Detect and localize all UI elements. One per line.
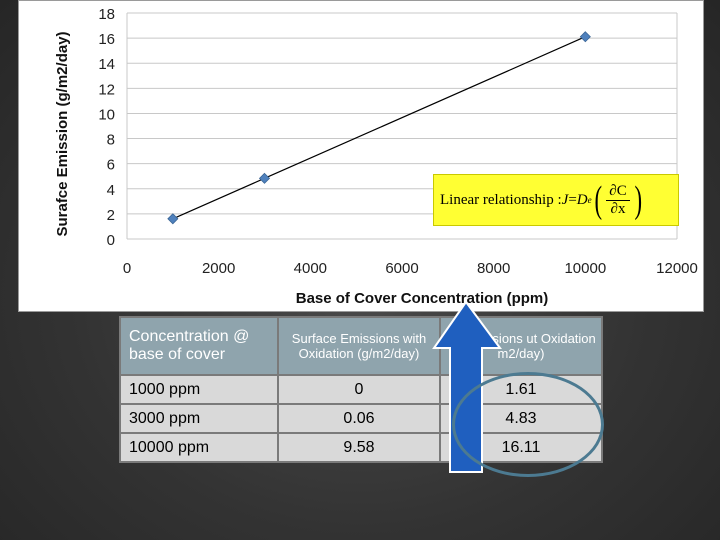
y-tick-label: 0 <box>107 232 115 249</box>
table-cell: 1000 ppm <box>119 374 279 405</box>
callout-coef: D <box>576 191 588 208</box>
y-tick-label: 12 <box>98 81 115 98</box>
y-tick-label: 8 <box>107 132 115 149</box>
header-concentration: Concentration @ base of cover <box>119 316 279 376</box>
x-tick-label: 6000 <box>385 260 418 277</box>
x-tick-label: 10000 <box>564 260 606 277</box>
table-cell: 3000 ppm <box>119 403 279 434</box>
header-with-oxidation: Surface Emissions with Oxidation (g/m2/d… <box>277 316 441 376</box>
scatter-chart: 0 2 4 6 8 10 12 14 16 18 0 2000 4000 6000 8000 10000 120… <box>54 6 698 307</box>
table-cell: 9.58 <box>277 432 441 463</box>
y-axis-label: Surafce Emission (g/m2/day) <box>54 31 71 236</box>
highlight-circle <box>452 372 604 477</box>
table-cell: 0.06 <box>277 403 441 434</box>
x-tick-label: 4000 <box>294 260 327 277</box>
y-tick-label: 18 <box>98 6 115 23</box>
table-header-row: Concentration @ base of cover Surface Em… <box>119 316 603 376</box>
y-tick-label: 4 <box>107 182 115 199</box>
y-tick-label: 14 <box>98 56 115 73</box>
x-tick-label: 8000 <box>477 260 510 277</box>
x-tick-label: 12000 <box>656 260 698 277</box>
data-point <box>167 213 179 225</box>
x-axis-label: Base of Cover Concentration (ppm) <box>296 290 549 307</box>
x-tick-label: 0 <box>123 260 131 277</box>
callout-lhs: J <box>561 191 569 208</box>
partial-fraction: ∂C ∂x <box>606 183 630 218</box>
table-cell: 10000 ppm <box>119 432 279 463</box>
left-paren: ( <box>594 179 602 221</box>
y-tick-label: 6 <box>107 157 115 174</box>
fraction-numerator: ∂C <box>606 183 630 201</box>
data-point <box>258 172 271 184</box>
data-point <box>579 31 591 43</box>
callout-label: Linear relationship : <box>440 191 562 208</box>
callout-eq: = <box>568 191 577 208</box>
y-tick-label: 16 <box>98 31 115 48</box>
callout-coef-sub: e <box>587 195 592 205</box>
header-without-oxidation: ce Emissions ut Oxidation m2/day) <box>439 316 603 376</box>
fraction-denominator: ∂x <box>610 200 626 217</box>
y-tick-label: 2 <box>107 207 115 224</box>
x-tick-label: 2000 <box>202 260 235 277</box>
chart-card: 0 2 4 6 8 10 12 14 16 18 0 2000 4000 6000 8000 10000 120… <box>18 0 704 312</box>
y-tick-label: 10 <box>98 106 115 123</box>
table-cell: 0 <box>277 374 441 405</box>
right-paren: ) <box>634 179 642 221</box>
